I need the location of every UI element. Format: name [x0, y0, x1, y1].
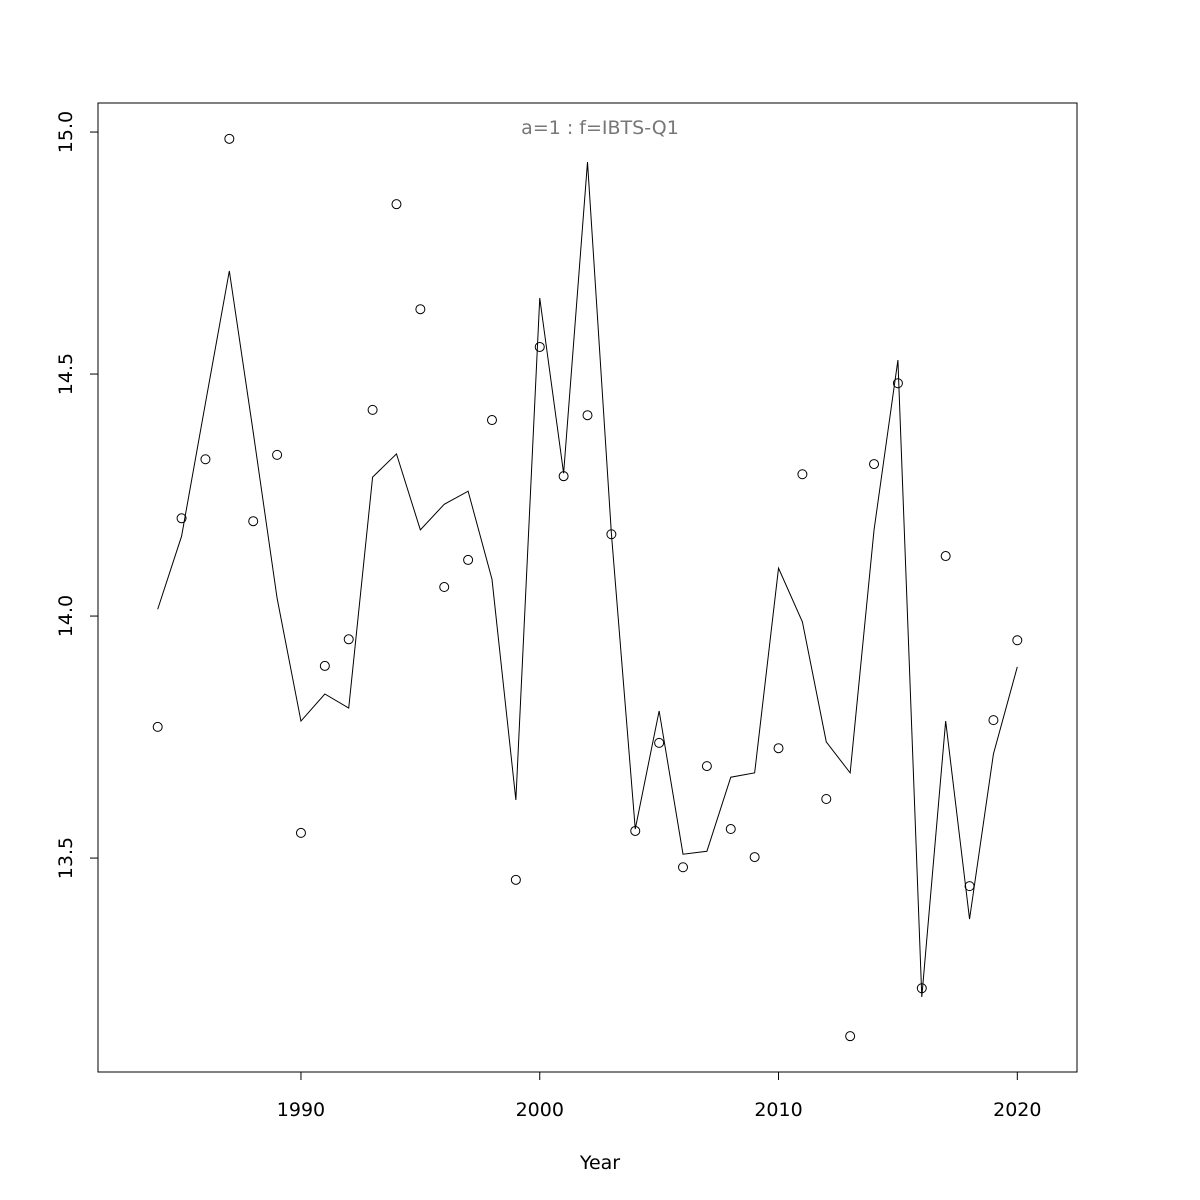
x-tick-label: 2020: [993, 1099, 1041, 1121]
point: [415, 304, 426, 315]
chart-title: a=1 : f=IBTS-Q1: [521, 117, 679, 139]
point: [343, 634, 354, 645]
point: [654, 737, 665, 748]
point: [821, 794, 832, 805]
x-axis-label: Year: [579, 1152, 620, 1174]
y-tick-label: 14.0: [55, 595, 77, 637]
point: [582, 410, 593, 421]
point: [224, 133, 235, 144]
point: [200, 454, 211, 465]
point: [869, 459, 880, 470]
point: [725, 824, 736, 835]
point: [152, 721, 163, 732]
point: [749, 852, 760, 863]
y-tick-label: 14.5: [55, 353, 77, 395]
point: [510, 874, 521, 885]
point: [463, 554, 474, 565]
point: [248, 516, 259, 527]
point: [940, 551, 951, 562]
point: [176, 513, 187, 524]
fit-line: [157, 162, 1018, 998]
point: [845, 1031, 856, 1042]
point: [988, 715, 999, 726]
plot-frame: [97, 102, 1078, 1073]
point: [892, 378, 903, 389]
y-tick-label: 15.0: [55, 111, 77, 153]
y-tick-label: 13.5: [55, 837, 77, 879]
point: [272, 449, 283, 460]
point: [678, 862, 689, 873]
x-tick-label: 2010: [754, 1099, 802, 1121]
x-tick-label: 2000: [516, 1099, 564, 1121]
point: [701, 761, 712, 772]
point: [367, 404, 378, 415]
point: [295, 827, 306, 838]
x-tick-label: 1990: [277, 1099, 325, 1121]
point: [797, 469, 808, 480]
point: [439, 582, 450, 593]
point: [391, 199, 402, 210]
point: [534, 341, 545, 352]
point: [486, 415, 497, 426]
point: [1012, 635, 1023, 646]
point: [319, 660, 330, 671]
point: [773, 743, 784, 754]
